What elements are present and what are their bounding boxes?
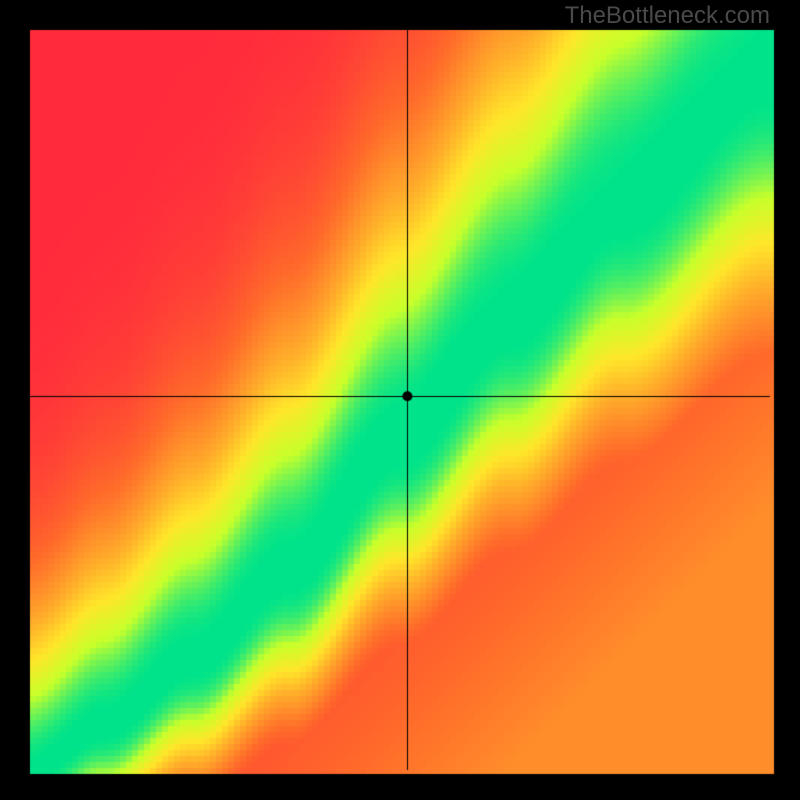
chart-container: TheBottleneck.com: [0, 0, 800, 800]
watermark-text: TheBottleneck.com: [565, 2, 770, 30]
bottleneck-heatmap-canvas: [0, 0, 800, 800]
